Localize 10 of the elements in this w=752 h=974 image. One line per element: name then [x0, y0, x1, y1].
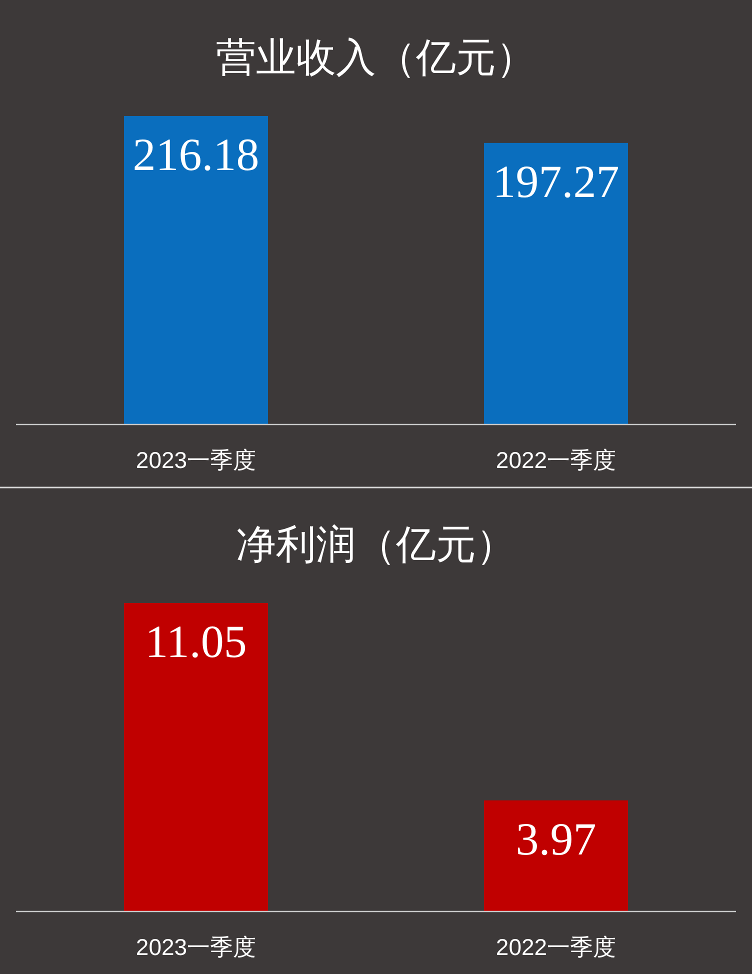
x-tick-label: 2022一季度 [496, 447, 616, 473]
data-label: 11.05 [145, 616, 247, 667]
chart-title: 净利润（亿元） [236, 523, 516, 567]
data-label: 3.97 [516, 813, 596, 864]
x-tick-label: 2023一季度 [136, 934, 256, 960]
x-tick-label: 2023一季度 [136, 447, 256, 473]
data-label: 216.18 [132, 129, 260, 180]
x-tick-label: 2022一季度 [496, 934, 616, 960]
data-label: 197.27 [492, 156, 620, 207]
chart-title: 营业收入（亿元） [216, 36, 536, 80]
